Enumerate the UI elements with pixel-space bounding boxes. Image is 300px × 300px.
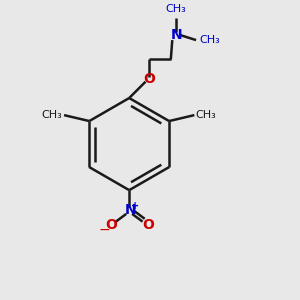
Text: +: + [131,201,139,211]
Text: CH₃: CH₃ [42,110,63,119]
Text: CH₃: CH₃ [166,4,187,14]
Text: N: N [170,28,182,42]
Text: CH₃: CH₃ [196,110,217,119]
Text: −: − [99,223,111,237]
Text: O: O [143,72,155,86]
Text: N: N [124,203,136,218]
Text: O: O [105,218,117,232]
Text: CH₃: CH₃ [200,35,220,45]
Text: O: O [142,218,154,232]
